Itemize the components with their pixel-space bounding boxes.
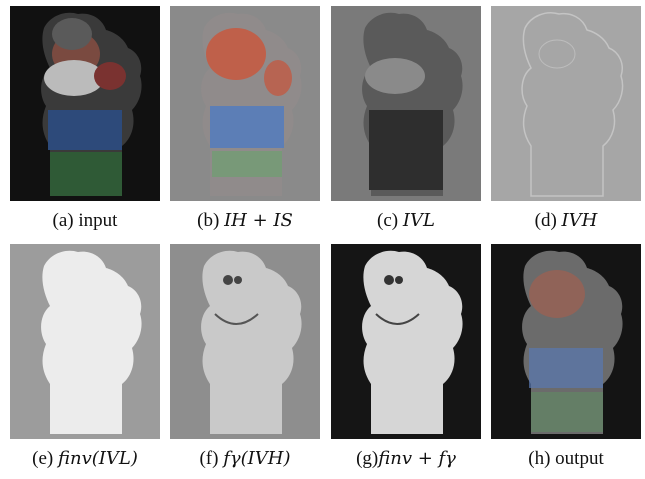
caption-e: (e) finv(IVL) xyxy=(32,448,138,469)
caption-d: (d) IVH xyxy=(534,210,598,231)
caption-c: (c) IVL xyxy=(377,210,435,231)
panel-f-gamma-high xyxy=(170,244,320,439)
panel-e-inverse-low xyxy=(10,244,160,439)
caption-h: (h) output xyxy=(528,448,604,469)
panel-b-hue-saturation xyxy=(170,6,320,201)
panel-c-low-frequency-value xyxy=(331,6,481,201)
caption-f: (f) fγ(IVH) xyxy=(199,448,291,469)
panel-a-input-image xyxy=(10,6,160,201)
caption-b: (b) IH + IS xyxy=(197,210,293,231)
panel-g-combined xyxy=(331,244,481,439)
panel-h-output-image xyxy=(491,244,641,439)
caption-a: (a) input xyxy=(52,210,118,231)
caption-g: (g)finv + fγ xyxy=(356,448,456,469)
panel-d-high-frequency-value xyxy=(491,6,641,201)
